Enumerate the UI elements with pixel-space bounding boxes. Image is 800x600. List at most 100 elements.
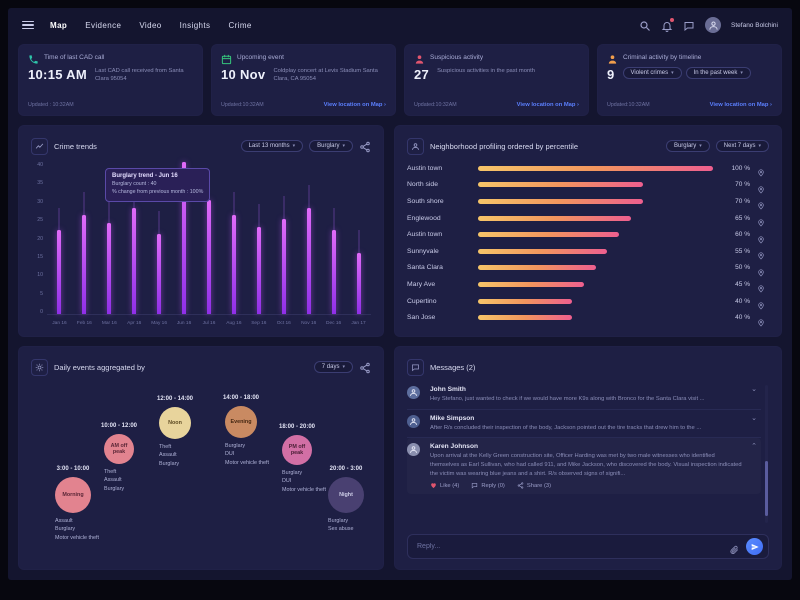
location-pin-icon[interactable] [757,247,765,260]
attachment-icon[interactable] [729,542,739,554]
avatar [407,386,420,399]
trend-column-jan-17[interactable] [346,162,371,314]
location-pin-icon[interactable] [757,231,765,244]
trend-column-jan-16[interactable] [47,162,72,314]
calendar-icon [221,52,232,65]
neighborhood-row[interactable]: Englewood 65 % [407,214,769,227]
neighborhood-row[interactable]: Sunnyvale 55 % [407,247,769,260]
location-pin-icon[interactable] [757,314,765,327]
trend-column-aug-16[interactable] [221,162,246,314]
trend-bar [82,215,87,314]
trend-column-dec-16[interactable] [321,162,346,314]
event-bubble-label: Night [339,491,353,498]
message-item[interactable]: Mike Simpson After R/s concluded their i… [407,410,761,439]
view-location-link[interactable]: View location on Map › [709,102,772,108]
location-pin-icon[interactable] [757,197,765,211]
trend-bar [157,234,162,314]
x-tick-label: Nov 16 [301,321,317,326]
kpi-updated: Updated : 10:32AM [28,102,74,108]
neighborhood-crime-dropdown[interactable]: Burglary ▾ [665,140,710,152]
avatar [407,443,420,457]
scrollbar-track[interactable] [765,385,768,523]
nav-item-video[interactable]: Video [139,20,162,30]
crime-trends-panel: Crime trends Last 13 months ▾ Burglary ▾ 4… [18,125,384,337]
trend-column-jul-16[interactable] [197,162,222,314]
kpi-value: 27 [414,67,430,82]
trend-column-oct-16[interactable] [271,162,296,314]
percentile-bar [478,198,643,204]
kpi-updated: Updated:10:32AM [607,102,650,108]
y-tick-label: 30 [37,198,43,205]
trend-crime-dropdown[interactable]: Burglary ▾ [309,140,353,152]
event-bubble-label: Noon [168,419,182,426]
neighborhood-row[interactable]: Cupertino 40 % [407,297,769,310]
user-avatar[interactable] [705,17,722,33]
nav-item-insights[interactable]: Insights [179,20,211,30]
trend-column-jun-16[interactable] [172,162,197,314]
event-time-label: 10:00 - 12:00 [100,423,138,429]
avatar [407,414,420,428]
message-item-expanded[interactable]: Karen Johnson Upon arrival at the Kelly … [407,438,761,494]
reply-button[interactable]: Reply (0) [471,482,505,489]
neighborhood-row[interactable]: San Jose 40 % [407,314,769,327]
nav-item-evidence[interactable]: Evidence [85,20,122,30]
chevron-down-icon[interactable]: ⌄ [751,414,757,422]
share-icon[interactable] [359,361,371,374]
neighborhood-row[interactable]: North side 70 % [407,181,769,194]
scrollbar-thumb[interactable] [765,460,768,517]
location-pin-icon[interactable] [757,280,765,293]
location-pin-icon[interactable] [757,181,765,194]
trend-column-nov-16[interactable] [296,162,321,314]
panel-title: Neighborhood profiling ordered by percen… [430,141,579,151]
view-location-link[interactable]: View location on Map › [516,102,579,108]
daily-events-range-dropdown[interactable]: 7 days ▾ [313,361,353,373]
chevron-up-icon[interactable]: ⌃ [751,443,757,451]
neighborhood-row[interactable]: Austin town 100 % [407,164,769,177]
location-pin-icon[interactable] [757,264,765,277]
share-button[interactable]: Share (3) [517,482,551,490]
chevron-down-icon[interactable]: ⌄ [751,386,757,393]
crime-type-dropdown[interactable]: Violent crimes ▾ [622,67,682,79]
search-icon[interactable] [639,19,651,31]
kpi-title: Upcoming event [237,54,284,61]
message-item[interactable]: John Smith Hey Stefano, just wanted to c… [407,381,761,410]
location-pin-icon[interactable] [757,164,765,177]
percentile-value: 40 % [735,297,750,305]
neighborhood-row[interactable]: Mary Ave 45 % [407,280,769,293]
kpi-updated: Updated:10:32AM [414,102,457,108]
location-pin-icon[interactable] [757,297,765,310]
nav-item-map[interactable]: Map [50,20,68,30]
neighborhood-name: Mary Ave [407,280,436,288]
trend-column-mar-16[interactable] [97,162,122,314]
send-button[interactable] [746,538,763,555]
percentile-value: 55 % [735,247,750,255]
location-pin-icon[interactable] [757,214,765,227]
view-location-link[interactable]: View location on Map › [323,102,386,108]
nav-item-crime[interactable]: Crime [228,20,252,30]
event-time-label: 12:00 - 14:00 [156,396,194,402]
trend-column-apr-16[interactable] [122,162,147,314]
neighborhood-range-dropdown[interactable]: Next 7 days ▾ [715,140,769,152]
trend-column-feb-16[interactable] [72,162,97,314]
neighborhood-row[interactable]: Santa Clara 50 % [407,264,769,277]
kpi-value: 9 [607,67,615,82]
reply-input[interactable] [417,543,722,550]
x-tick-label: Jul 16 [202,321,216,326]
trend-range-dropdown[interactable]: Last 13 months ▾ [240,140,304,152]
bell-icon[interactable] [661,18,675,32]
message-preview: Hey Stefano, just wanted to check if we … [430,396,705,402]
user-name[interactable]: Stefano Bolchini [731,21,778,29]
neighborhood-row[interactable]: South shore 70 % [407,197,769,211]
notification-dot [670,18,675,22]
like-button[interactable]: Like (4) [430,482,459,489]
trend-column-sep-16[interactable] [246,162,271,314]
menu-icon[interactable] [22,20,34,30]
trend-column-may-16[interactable] [147,162,172,314]
chat-icon[interactable] [683,19,695,32]
neighborhood-row[interactable]: Austin town 60 % [407,231,769,244]
share-icon[interactable] [359,140,371,153]
x-tick-label: Mar 16 [101,321,117,326]
kpi-title: Criminal activity by timeline [623,54,702,61]
timeframe-dropdown[interactable]: In the past week ▾ [685,67,751,79]
x-tick-label: Oct 16 [276,321,291,326]
